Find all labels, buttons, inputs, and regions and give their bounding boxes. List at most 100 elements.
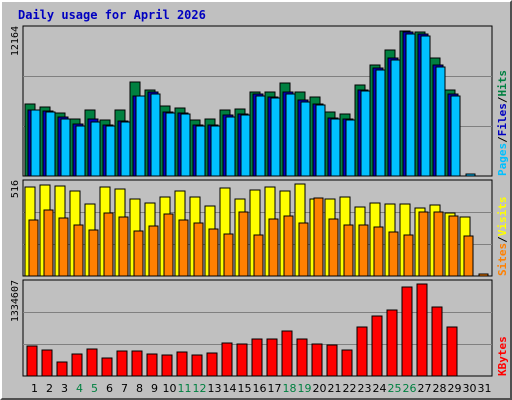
x-tick-label-day-19: 19 <box>298 382 312 395</box>
x-tick-label-day-28: 28 <box>433 382 447 395</box>
legend-entry-visits-sites-0: Sites <box>496 243 509 276</box>
bar-sites-day-29 <box>448 215 459 277</box>
bar-kbytes-day-4 <box>71 353 83 377</box>
chart-title: Daily usage for April 2026 <box>18 8 206 22</box>
y-max-label-visits-sites: 516 <box>10 180 21 198</box>
x-tick-label-day-23: 23 <box>358 382 372 395</box>
bar-kbytes-day-18 <box>281 330 293 377</box>
x-tick-label-day-24: 24 <box>373 382 387 395</box>
bar-sites-day-7 <box>118 216 129 277</box>
x-tick-label-day-11: 11 <box>178 382 192 395</box>
bar-sites-day-10 <box>163 213 174 277</box>
x-tick-label-day-26: 26 <box>403 382 417 395</box>
bar-pages-day-9 <box>150 93 161 177</box>
x-tick-label-day-2: 2 <box>46 382 53 395</box>
bar-sites-day-28 <box>433 211 444 277</box>
bar-pages-day-13 <box>210 125 221 177</box>
bar-pages-day-21 <box>330 118 341 177</box>
bar-pages-day-11 <box>180 113 191 177</box>
bar-sites-day-23 <box>358 224 369 277</box>
bar-kbytes-day-21 <box>326 344 338 377</box>
x-tick-label-day-1: 1 <box>31 382 38 395</box>
bar-kbytes-day-25 <box>386 309 398 377</box>
bar-pages-day-12 <box>195 125 206 177</box>
y-max-label-kbytes: 1334607 <box>10 280 21 322</box>
bar-sites-day-26 <box>403 234 414 277</box>
x-tick-label-day-4: 4 <box>76 382 83 395</box>
bar-kbytes-day-7 <box>116 350 128 377</box>
bar-sites-day-17 <box>268 218 279 277</box>
bar-pages-day-4 <box>75 125 86 177</box>
bar-sites-day-24 <box>373 226 384 277</box>
bar-pages-day-24 <box>375 69 386 177</box>
bar-pages-day-20 <box>315 104 326 177</box>
bar-pages-day-3 <box>60 118 71 177</box>
bar-pages-day-7 <box>120 121 131 177</box>
bar-sites-day-3 <box>58 217 69 277</box>
bar-sites-day-20 <box>313 197 324 277</box>
x-tick-label-day-18: 18 <box>283 382 297 395</box>
x-tick-label-day-30: 30 <box>463 382 477 395</box>
bar-kbytes-day-27 <box>416 283 428 377</box>
bar-kbytes-day-29 <box>446 326 458 377</box>
x-tick-label-day-16: 16 <box>253 382 267 395</box>
bar-kbytes-day-5 <box>86 348 98 377</box>
bar-pages-day-26 <box>405 33 416 177</box>
bar-kbytes-day-23 <box>356 326 368 377</box>
bar-pages-day-28 <box>435 66 446 177</box>
bar-sites-day-30 <box>463 235 474 277</box>
bar-sites-day-8 <box>133 230 144 277</box>
bar-pages-day-27 <box>420 35 431 177</box>
bar-kbytes-day-8 <box>131 350 143 377</box>
bar-kbytes-day-9 <box>146 353 158 377</box>
bar-pages-day-30 <box>465 173 476 177</box>
bar-kbytes-day-13 <box>206 352 218 377</box>
bar-sites-day-6 <box>103 212 114 277</box>
bar-kbytes-day-22 <box>341 349 353 377</box>
bar-pages-day-17 <box>270 97 281 177</box>
x-tick-label-day-25: 25 <box>388 382 402 395</box>
bar-pages-day-29 <box>450 95 461 177</box>
x-tick-label-day-3: 3 <box>61 382 68 395</box>
bar-sites-day-12 <box>193 222 204 277</box>
bar-kbytes-day-19 <box>296 338 308 377</box>
bar-kbytes-day-28 <box>431 306 443 377</box>
bar-pages-day-6 <box>105 125 116 177</box>
bar-sites-day-2 <box>43 209 54 277</box>
bar-kbytes-day-24 <box>371 315 383 377</box>
legend-kbytes: KBytes <box>496 336 509 376</box>
bar-pages-day-23 <box>360 90 371 177</box>
bar-kbytes-day-14 <box>221 342 233 377</box>
bar-kbytes-day-26 <box>401 286 413 377</box>
bar-pages-day-22 <box>345 119 356 177</box>
legend-entry-hits-files-pages-0: Pages <box>496 143 509 176</box>
bar-sites-day-16 <box>253 234 264 277</box>
legend-entry-hits-files-pages-3: / <box>496 96 509 103</box>
x-tick-label-day-8: 8 <box>136 382 143 395</box>
bar-sites-day-11 <box>178 219 189 277</box>
bar-sites-day-18 <box>283 215 294 277</box>
legend-entry-visits-sites-2: Visits <box>496 197 509 237</box>
bar-kbytes-day-12 <box>191 354 203 377</box>
bar-kbytes-day-1 <box>26 345 38 377</box>
bar-kbytes-day-11 <box>176 351 188 377</box>
legend-entry-hits-files-pages-1: / <box>496 136 509 143</box>
x-tick-label-day-12: 12 <box>193 382 207 395</box>
bar-sites-day-25 <box>388 231 399 277</box>
bar-kbytes-day-6 <box>101 357 113 377</box>
bar-pages-day-19 <box>300 101 311 177</box>
bar-sites-day-27 <box>418 211 429 277</box>
bar-pages-day-8 <box>135 95 146 177</box>
x-tick-label-day-13: 13 <box>208 382 222 395</box>
x-tick-label-day-20: 20 <box>313 382 327 395</box>
legend-entry-kbytes-0: KBytes <box>496 336 509 376</box>
bar-sites-day-14 <box>223 233 234 277</box>
x-tick-label-day-14: 14 <box>223 382 237 395</box>
x-tick-label-day-21: 21 <box>328 382 342 395</box>
bar-sites-day-13 <box>208 228 219 277</box>
x-tick-label-day-6: 6 <box>106 382 113 395</box>
legend-hits-files-pages: Pages/Files/Hits <box>496 70 509 176</box>
y-max-label-hits-files-pages: 12164 <box>10 26 21 56</box>
x-tick-label-day-7: 7 <box>121 382 128 395</box>
